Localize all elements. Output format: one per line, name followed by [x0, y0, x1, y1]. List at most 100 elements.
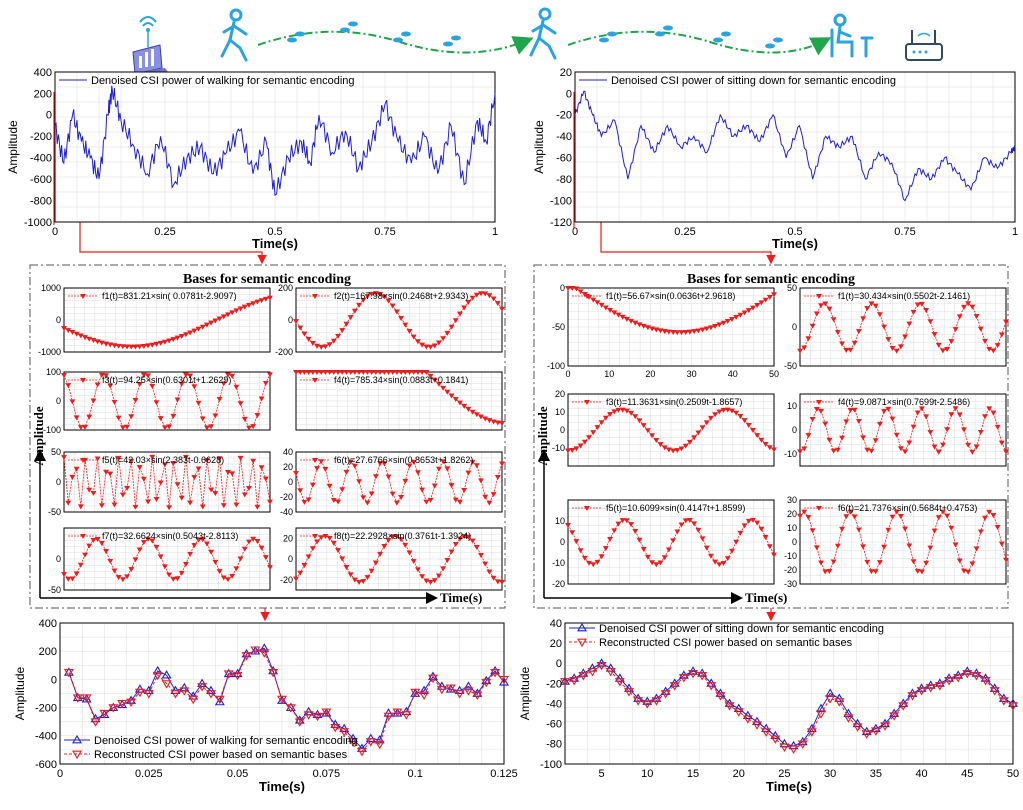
legend: f3(t)=94.25×sin(0.6301t+1.2629)	[68, 375, 231, 385]
data-point	[419, 691, 430, 700]
series-line	[564, 664, 1014, 750]
y-tick-label: -40	[280, 507, 293, 517]
data-point	[406, 550, 413, 556]
y-tick-label: 0	[56, 315, 61, 325]
data-point	[157, 340, 164, 346]
series-line	[54, 85, 496, 197]
data-point	[305, 370, 312, 375]
data-point	[318, 535, 325, 541]
data-point	[381, 544, 388, 550]
data-point	[864, 447, 871, 453]
data-point	[267, 565, 273, 571]
data-point	[986, 406, 993, 412]
y-tick-label: -20	[546, 678, 562, 690]
data-point	[499, 677, 509, 686]
x-tick-label: 35	[870, 768, 882, 780]
data-point	[440, 566, 447, 572]
data-point	[577, 622, 587, 632]
data-point	[330, 370, 337, 375]
y-tick-label: 20	[550, 638, 562, 650]
data-point	[686, 439, 693, 445]
data-point	[166, 424, 173, 430]
data-point	[816, 294, 822, 299]
legend: f6(t)=21.7376×sin(0.5684t+0.4753)	[804, 503, 977, 513]
y-tick-label: 0	[792, 537, 797, 547]
data-point	[628, 522, 634, 528]
data-point	[708, 553, 714, 559]
series-line	[295, 460, 503, 504]
data-point	[906, 543, 913, 549]
data-point	[982, 338, 988, 344]
grid	[55, 72, 495, 222]
data-point	[301, 499, 308, 505]
data-point	[293, 576, 299, 582]
data-point	[870, 727, 881, 736]
data-point	[876, 560, 883, 566]
data-point	[463, 681, 474, 690]
data-point	[216, 316, 223, 322]
data-point	[128, 414, 135, 420]
legend: Denoised CSI power of walking for semant…	[59, 75, 355, 87]
y-tick-label: -80	[546, 739, 562, 751]
data-point	[225, 312, 231, 318]
data-point	[423, 499, 430, 505]
data-point	[321, 708, 332, 717]
data-point	[843, 419, 850, 425]
data-point	[969, 304, 976, 310]
data-point	[897, 514, 904, 520]
data-point	[973, 314, 980, 320]
y-tick-label: 100	[46, 367, 61, 377]
data-point	[128, 458, 135, 464]
data-point	[445, 684, 456, 693]
data-point	[136, 547, 143, 553]
data-point	[77, 333, 84, 339]
data-point	[940, 509, 946, 515]
data-point	[644, 428, 651, 434]
data-point	[918, 406, 925, 412]
legend: f2(t)=167.98×sin(0.2468t+2.9343)	[300, 291, 468, 301]
data-point	[81, 694, 92, 703]
data-point	[111, 343, 118, 349]
plot-border	[63, 371, 271, 431]
data-point	[431, 343, 438, 349]
legend-label: f8(t)=22.2928×sin(0.3761t-1.3924)	[334, 531, 471, 541]
data-point	[406, 463, 413, 469]
legend-label: f6(t)=27.6766×sin(0.8653t+1.8262)	[334, 455, 473, 465]
data-point	[182, 562, 189, 567]
x-tick-label: 40	[915, 768, 927, 780]
data-point	[852, 723, 863, 732]
data-point	[108, 704, 119, 713]
data-point	[565, 448, 571, 454]
data-point	[607, 307, 613, 313]
data-point	[754, 520, 761, 526]
data-point	[136, 382, 143, 388]
data-point	[98, 340, 105, 346]
data-point	[956, 558, 963, 564]
data-point	[855, 419, 862, 425]
data-point	[103, 469, 109, 475]
data-point	[208, 424, 215, 430]
data-point	[199, 504, 206, 510]
x-tick-label: 45	[961, 768, 973, 780]
data-point	[312, 534, 318, 539]
data-point	[254, 299, 261, 305]
data-point	[473, 292, 480, 298]
grid	[568, 394, 774, 466]
data-point	[406, 328, 413, 334]
data-point	[605, 667, 616, 677]
data-point	[653, 438, 660, 444]
data-point	[457, 400, 463, 406]
data-point	[923, 414, 930, 420]
data-point	[452, 397, 459, 403]
data-point	[640, 423, 647, 429]
right-bases-frame	[533, 264, 1009, 609]
data-point	[124, 574, 130, 580]
data-point	[80, 378, 86, 383]
data-point	[377, 370, 384, 375]
data-point	[372, 291, 379, 297]
data-point	[594, 425, 601, 431]
data-point	[860, 316, 866, 322]
legend-label: Reconstructed CSI power based on semanti…	[94, 749, 348, 761]
data-point	[115, 343, 122, 349]
x-axis-label: Time(s)	[252, 236, 298, 251]
